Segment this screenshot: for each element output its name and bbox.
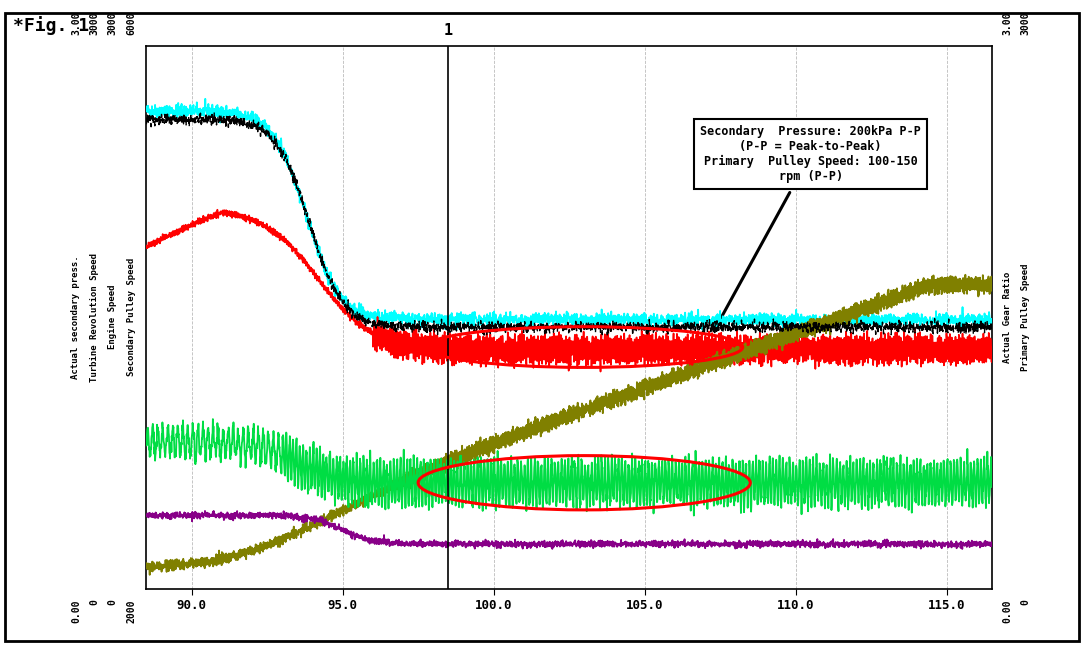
Text: 3000: 3000	[1020, 11, 1031, 35]
Text: 0: 0	[89, 600, 100, 606]
Text: Primary Pulley Speed: Primary Pulley Speed	[1021, 264, 1030, 371]
Text: 2000: 2000	[126, 600, 137, 623]
Text: Actual Gear Ratio: Actual Gear Ratio	[1003, 271, 1011, 363]
Text: 3.00: 3.00	[70, 11, 81, 35]
Text: 6000: 6000	[126, 11, 137, 35]
Text: 0: 0	[1020, 600, 1031, 606]
Text: 3000: 3000	[89, 11, 100, 35]
Text: 1: 1	[443, 23, 453, 38]
Text: *Fig. 1: *Fig. 1	[13, 16, 89, 35]
Text: Turbine Revolution Speed: Turbine Revolution Speed	[90, 252, 99, 382]
Text: 0: 0	[107, 600, 118, 606]
Text: 3000: 3000	[107, 11, 118, 35]
Text: Actual secondary press.: Actual secondary press.	[72, 255, 80, 379]
Text: 3.00: 3.00	[1002, 11, 1012, 35]
Text: Engine Speed: Engine Speed	[108, 285, 117, 349]
Text: Secondary Pulley Speed: Secondary Pulley Speed	[127, 258, 136, 376]
Text: 0.00: 0.00	[1002, 600, 1012, 623]
Text: 0.00: 0.00	[70, 600, 81, 623]
Text: Secondary  Pressure: 200kPa P-P
(P-P = Peak-to-Peak)
Primary  Pulley Speed: 100-: Secondary Pressure: 200kPa P-P (P-P = Pe…	[700, 126, 921, 331]
